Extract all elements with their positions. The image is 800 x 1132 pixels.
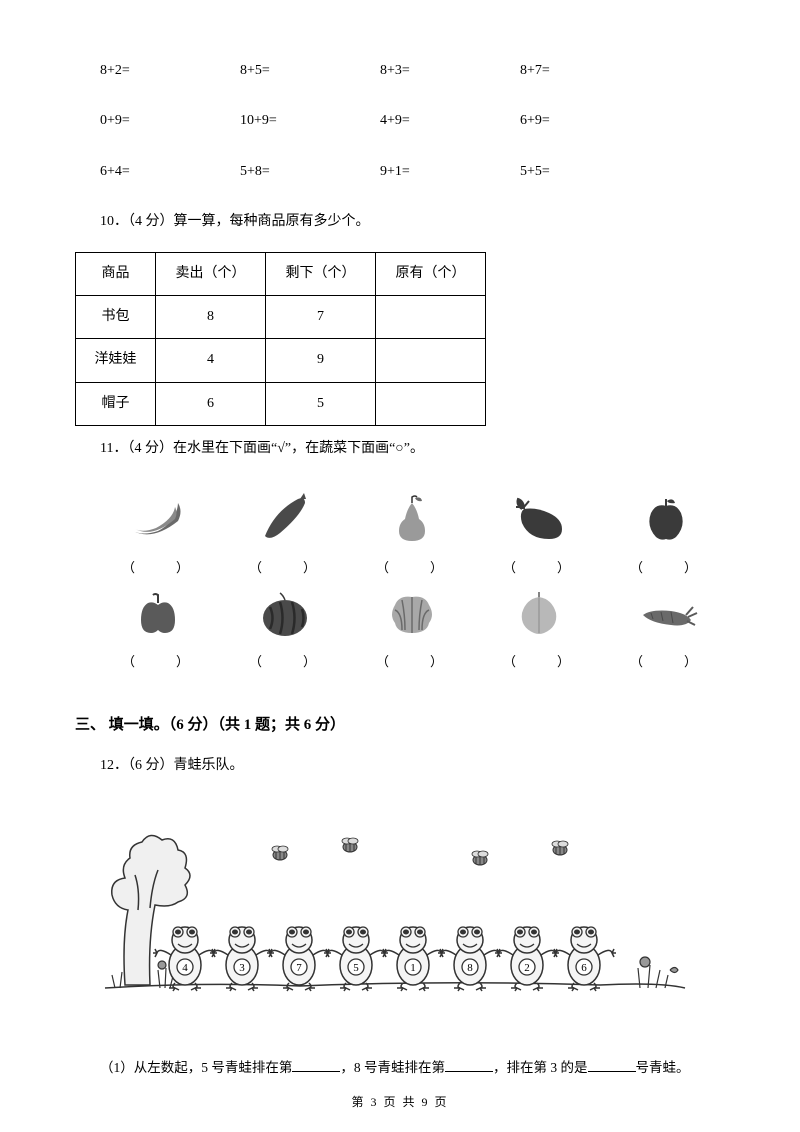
cabbage-icon — [377, 585, 447, 640]
math-expr: 9+1= — [380, 161, 520, 183]
bracket: （ ） — [237, 558, 332, 579]
svg-text:2: 2 — [524, 962, 530, 974]
cell-orig — [376, 295, 486, 338]
cell-left: 5 — [266, 382, 376, 425]
bracket: （ ） — [618, 652, 713, 673]
section-3-heading: 三、 填一填。（6 分）（共 1 题；共 6 分） — [75, 713, 725, 737]
math-expr: 6+9= — [520, 110, 660, 132]
fruit-banana: （ ） — [110, 491, 205, 579]
fruit-grid: （ ） （ ） （ ） （ ） — [90, 491, 725, 673]
fruit-peach: （ ） — [491, 585, 586, 673]
fruit-row-2: （ ） （ ） （ ） （ ） — [110, 585, 725, 673]
th-sold: 卖出（个） — [156, 252, 266, 295]
fruit-watermelon: （ ） — [237, 585, 332, 673]
bracket: （ ） — [110, 652, 205, 673]
blank — [588, 1058, 636, 1072]
math-expr: 6+4= — [100, 161, 240, 183]
apple-icon — [631, 491, 701, 546]
watermelon-icon — [250, 585, 320, 640]
bracket: （ ） — [364, 652, 459, 673]
fruit-cabbage: （ ） — [364, 585, 459, 673]
table-row: 洋娃娃 4 9 — [76, 339, 486, 382]
blank — [445, 1058, 493, 1072]
fruit-apple: （ ） — [618, 491, 713, 579]
bracket: （ ） — [237, 652, 332, 673]
math-expr: 4+9= — [380, 110, 520, 132]
cell-orig — [376, 339, 486, 382]
sub1-mid1: ，8 号青蛙排在第 — [340, 1060, 445, 1075]
q11-text: 11．（4 分）在水里在下面画“√”，在蔬菜下面画“○”。 — [100, 438, 725, 460]
math-expr: 8+5= — [240, 60, 380, 82]
svg-text:1: 1 — [410, 962, 416, 974]
frog-band-illustration: 4 3 7 — [100, 820, 690, 1010]
math-expr: 5+5= — [520, 161, 660, 183]
blank — [292, 1058, 340, 1072]
th-goods: 商品 — [76, 252, 156, 295]
math-expr: 8+7= — [520, 60, 660, 82]
th-left: 剩下（个） — [266, 252, 376, 295]
math-expr: 8+3= — [380, 60, 520, 82]
cell-left: 9 — [266, 339, 376, 382]
table-header-row: 商品 卖出（个） 剩下（个） 原有（个） — [76, 252, 486, 295]
math-expr: 10+9= — [240, 110, 380, 132]
bracket: （ ） — [110, 558, 205, 579]
svg-text:5: 5 — [353, 962, 359, 974]
th-orig: 原有（个） — [376, 252, 486, 295]
fruit-cucumber: （ ） — [237, 491, 332, 579]
svg-text:8: 8 — [467, 962, 473, 974]
fruit-pepper: （ ） — [110, 585, 205, 673]
math-expr: 8+2= — [100, 60, 240, 82]
fruit-carrot: （ ） — [618, 585, 713, 673]
sub1-mid2: ，排在第 3 的是 — [493, 1060, 588, 1075]
peach-icon — [504, 585, 574, 640]
cell-name: 帽子 — [76, 382, 156, 425]
table-row: 书包 8 7 — [76, 295, 486, 338]
bracket: （ ） — [491, 652, 586, 673]
sub1-prefix: （1）从左数起，5 号青蛙排在第 — [100, 1060, 292, 1075]
math-row-3: 6+4= 5+8= 9+1= 5+5= — [75, 161, 725, 183]
carrot-icon — [631, 585, 701, 640]
cell-name: 洋娃娃 — [76, 339, 156, 382]
goods-table: 商品 卖出（个） 剩下（个） 原有（个） 书包 8 7 洋娃娃 4 9 帽子 6… — [75, 252, 486, 427]
bracket: （ ） — [364, 558, 459, 579]
cell-left: 7 — [266, 295, 376, 338]
pear-icon — [377, 491, 447, 546]
bracket: （ ） — [491, 558, 586, 579]
bracket: （ ） — [618, 558, 713, 579]
math-row-1: 8+2= 8+5= 8+3= 8+7= — [75, 60, 725, 82]
page-footer: 第 3 页 共 9 页 — [0, 1093, 800, 1112]
math-expr: 0+9= — [100, 110, 240, 132]
pepper-icon — [123, 585, 193, 640]
eggplant-icon — [504, 491, 574, 546]
fruit-row-1: （ ） （ ） （ ） （ ） — [110, 491, 725, 579]
svg-text:4: 4 — [182, 962, 188, 974]
cell-orig — [376, 382, 486, 425]
cell-sold: 6 — [156, 382, 266, 425]
q12-sub1: （1）从左数起，5 号青蛙排在第 ，8 号青蛙排在第 ，排在第 3 的是 号青蛙。 — [100, 1057, 725, 1079]
fruit-pear: （ ） — [364, 491, 459, 579]
svg-text:7: 7 — [296, 962, 302, 974]
banana-icon — [123, 491, 193, 546]
math-expr: 5+8= — [240, 161, 380, 183]
fruit-eggplant: （ ） — [491, 491, 586, 579]
svg-text:6: 6 — [581, 962, 587, 974]
cell-sold: 4 — [156, 339, 266, 382]
table-row: 帽子 6 5 — [76, 382, 486, 425]
sub1-suffix: 号青蛙。 — [636, 1060, 690, 1075]
cell-sold: 8 — [156, 295, 266, 338]
cucumber-icon — [250, 491, 320, 546]
cell-name: 书包 — [76, 295, 156, 338]
svg-text:3: 3 — [239, 962, 245, 974]
q10-text: 10．（4 分）算一算，每种商品原有多少个。 — [100, 211, 725, 233]
math-row-2: 0+9= 10+9= 4+9= 6+9= — [75, 110, 725, 132]
q12-text: 12．（6 分）青蛙乐队。 — [100, 755, 725, 777]
